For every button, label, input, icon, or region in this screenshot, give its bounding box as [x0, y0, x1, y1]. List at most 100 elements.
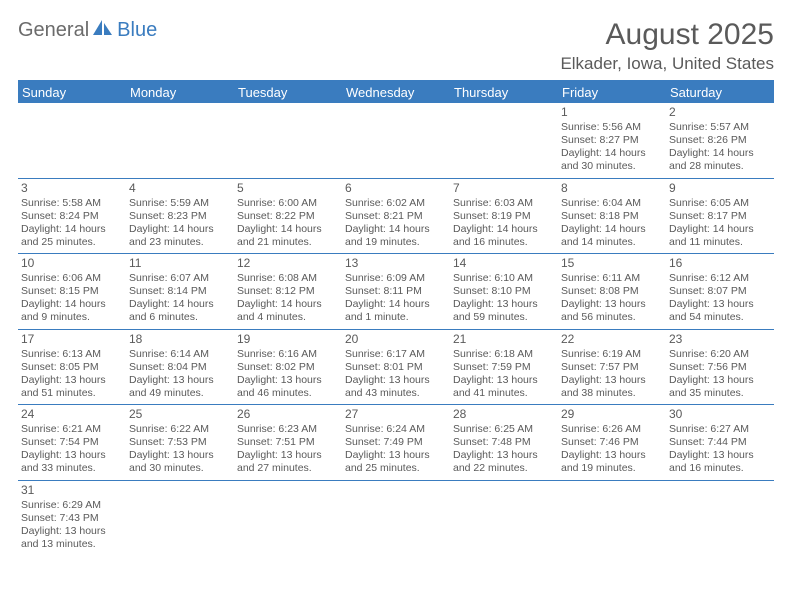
day-cell	[450, 481, 558, 556]
day-number: 5	[237, 181, 339, 196]
day-cell: 3Sunrise: 5:58 AMSunset: 8:24 PMDaylight…	[18, 179, 126, 254]
day-info-line: and 19 minutes.	[561, 462, 663, 475]
day-number: 22	[561, 332, 663, 347]
day-cell: 23Sunrise: 6:20 AMSunset: 7:56 PMDayligh…	[666, 330, 774, 405]
day-info-line: Sunset: 7:56 PM	[669, 361, 771, 374]
day-info-line: Sunset: 8:01 PM	[345, 361, 447, 374]
day-number: 19	[237, 332, 339, 347]
day-number: 23	[669, 332, 771, 347]
day-info-line: Sunset: 7:48 PM	[453, 436, 555, 449]
day-info-line: Sunset: 7:43 PM	[21, 512, 123, 525]
day-info-line: and 54 minutes.	[669, 311, 771, 324]
day-cell	[450, 103, 558, 178]
day-info-line: Daylight: 13 hours	[345, 449, 447, 462]
day-info-line: Daylight: 14 hours	[453, 223, 555, 236]
day-info-line: Sunrise: 6:21 AM	[21, 423, 123, 436]
day-number: 1	[561, 105, 663, 120]
day-info-line: Sunset: 8:21 PM	[345, 210, 447, 223]
day-info-line: Daylight: 14 hours	[345, 298, 447, 311]
day-info-line: Sunset: 7:59 PM	[453, 361, 555, 374]
day-info-line: Daylight: 13 hours	[129, 449, 231, 462]
day-of-week-row: Sunday Monday Tuesday Wednesday Thursday…	[18, 82, 774, 103]
day-cell	[342, 481, 450, 556]
week-row: 10Sunrise: 6:06 AMSunset: 8:15 PMDayligh…	[18, 254, 774, 330]
day-info-line: Sunrise: 6:29 AM	[21, 499, 123, 512]
day-number: 9	[669, 181, 771, 196]
day-cell	[558, 481, 666, 556]
week-row: 24Sunrise: 6:21 AMSunset: 7:54 PMDayligh…	[18, 405, 774, 481]
day-info-line: and 1 minute.	[345, 311, 447, 324]
day-info-line: Sunrise: 6:23 AM	[237, 423, 339, 436]
day-info-line: and 28 minutes.	[669, 160, 771, 173]
day-info-line: Sunset: 8:22 PM	[237, 210, 339, 223]
day-info-line: Sunset: 8:12 PM	[237, 285, 339, 298]
day-info-line: Daylight: 13 hours	[669, 449, 771, 462]
day-info-line: Sunset: 8:02 PM	[237, 361, 339, 374]
day-number: 7	[453, 181, 555, 196]
day-cell: 10Sunrise: 6:06 AMSunset: 8:15 PMDayligh…	[18, 254, 126, 329]
day-cell: 6Sunrise: 6:02 AMSunset: 8:21 PMDaylight…	[342, 179, 450, 254]
day-number: 3	[21, 181, 123, 196]
day-cell: 24Sunrise: 6:21 AMSunset: 7:54 PMDayligh…	[18, 405, 126, 480]
week-row: 31Sunrise: 6:29 AMSunset: 7:43 PMDayligh…	[18, 481, 774, 556]
day-info-line: and 25 minutes.	[345, 462, 447, 475]
day-info-line: and 51 minutes.	[21, 387, 123, 400]
day-info-line: Sunset: 8:07 PM	[669, 285, 771, 298]
day-cell: 31Sunrise: 6:29 AMSunset: 7:43 PMDayligh…	[18, 481, 126, 556]
day-info-line: Sunset: 8:17 PM	[669, 210, 771, 223]
day-number: 29	[561, 407, 663, 422]
day-info-line: Daylight: 13 hours	[21, 449, 123, 462]
day-info-line: and 41 minutes.	[453, 387, 555, 400]
day-info-line: and 43 minutes.	[345, 387, 447, 400]
day-number: 31	[21, 483, 123, 498]
day-info-line: and 6 minutes.	[129, 311, 231, 324]
day-info-line: and 16 minutes.	[669, 462, 771, 475]
day-info-line: Daylight: 13 hours	[561, 374, 663, 387]
dow-thursday: Thursday	[450, 82, 558, 103]
dow-monday: Monday	[126, 82, 234, 103]
day-info-line: Sunrise: 6:07 AM	[129, 272, 231, 285]
week-row: 17Sunrise: 6:13 AMSunset: 8:05 PMDayligh…	[18, 330, 774, 406]
day-cell	[342, 103, 450, 178]
day-info-line: Sunset: 8:11 PM	[345, 285, 447, 298]
day-info-line: Daylight: 13 hours	[453, 449, 555, 462]
day-info-line: and 35 minutes.	[669, 387, 771, 400]
logo: General Blue	[18, 18, 157, 43]
day-number: 24	[21, 407, 123, 422]
day-cell: 2Sunrise: 5:57 AMSunset: 8:26 PMDaylight…	[666, 103, 774, 178]
day-info-line: Sunrise: 6:05 AM	[669, 197, 771, 210]
day-info-line: Daylight: 13 hours	[237, 374, 339, 387]
day-info-line: and 25 minutes.	[21, 236, 123, 249]
day-info-line: Daylight: 13 hours	[21, 374, 123, 387]
day-info-line: Sunrise: 6:09 AM	[345, 272, 447, 285]
day-info-line: Sunrise: 6:20 AM	[669, 348, 771, 361]
day-cell: 11Sunrise: 6:07 AMSunset: 8:14 PMDayligh…	[126, 254, 234, 329]
day-info-line: Sunset: 8:23 PM	[129, 210, 231, 223]
day-info-line: and 30 minutes.	[561, 160, 663, 173]
day-info-line: Sunrise: 5:57 AM	[669, 121, 771, 134]
day-number: 10	[21, 256, 123, 271]
day-info-line: and 14 minutes.	[561, 236, 663, 249]
day-info-line: and 4 minutes.	[237, 311, 339, 324]
day-info-line: Daylight: 13 hours	[453, 298, 555, 311]
day-info-line: and 46 minutes.	[237, 387, 339, 400]
day-cell: 15Sunrise: 6:11 AMSunset: 8:08 PMDayligh…	[558, 254, 666, 329]
day-info-line: Sunrise: 6:24 AM	[345, 423, 447, 436]
day-info-line: and 59 minutes.	[453, 311, 555, 324]
day-cell: 25Sunrise: 6:22 AMSunset: 7:53 PMDayligh…	[126, 405, 234, 480]
day-cell: 19Sunrise: 6:16 AMSunset: 8:02 PMDayligh…	[234, 330, 342, 405]
day-cell	[126, 481, 234, 556]
day-info-line: Sunrise: 5:59 AM	[129, 197, 231, 210]
day-info-line: Sunset: 8:18 PM	[561, 210, 663, 223]
day-info-line: and 19 minutes.	[345, 236, 447, 249]
day-info-line: Sunrise: 6:19 AM	[561, 348, 663, 361]
logo-text-2: Blue	[117, 19, 157, 42]
day-info-line: and 11 minutes.	[669, 236, 771, 249]
day-cell	[126, 103, 234, 178]
day-info-line: and 33 minutes.	[21, 462, 123, 475]
day-number: 30	[669, 407, 771, 422]
day-info-line: Sunset: 8:19 PM	[453, 210, 555, 223]
day-info-line: Daylight: 13 hours	[21, 525, 123, 538]
day-number: 26	[237, 407, 339, 422]
day-info-line: Sunrise: 5:56 AM	[561, 121, 663, 134]
